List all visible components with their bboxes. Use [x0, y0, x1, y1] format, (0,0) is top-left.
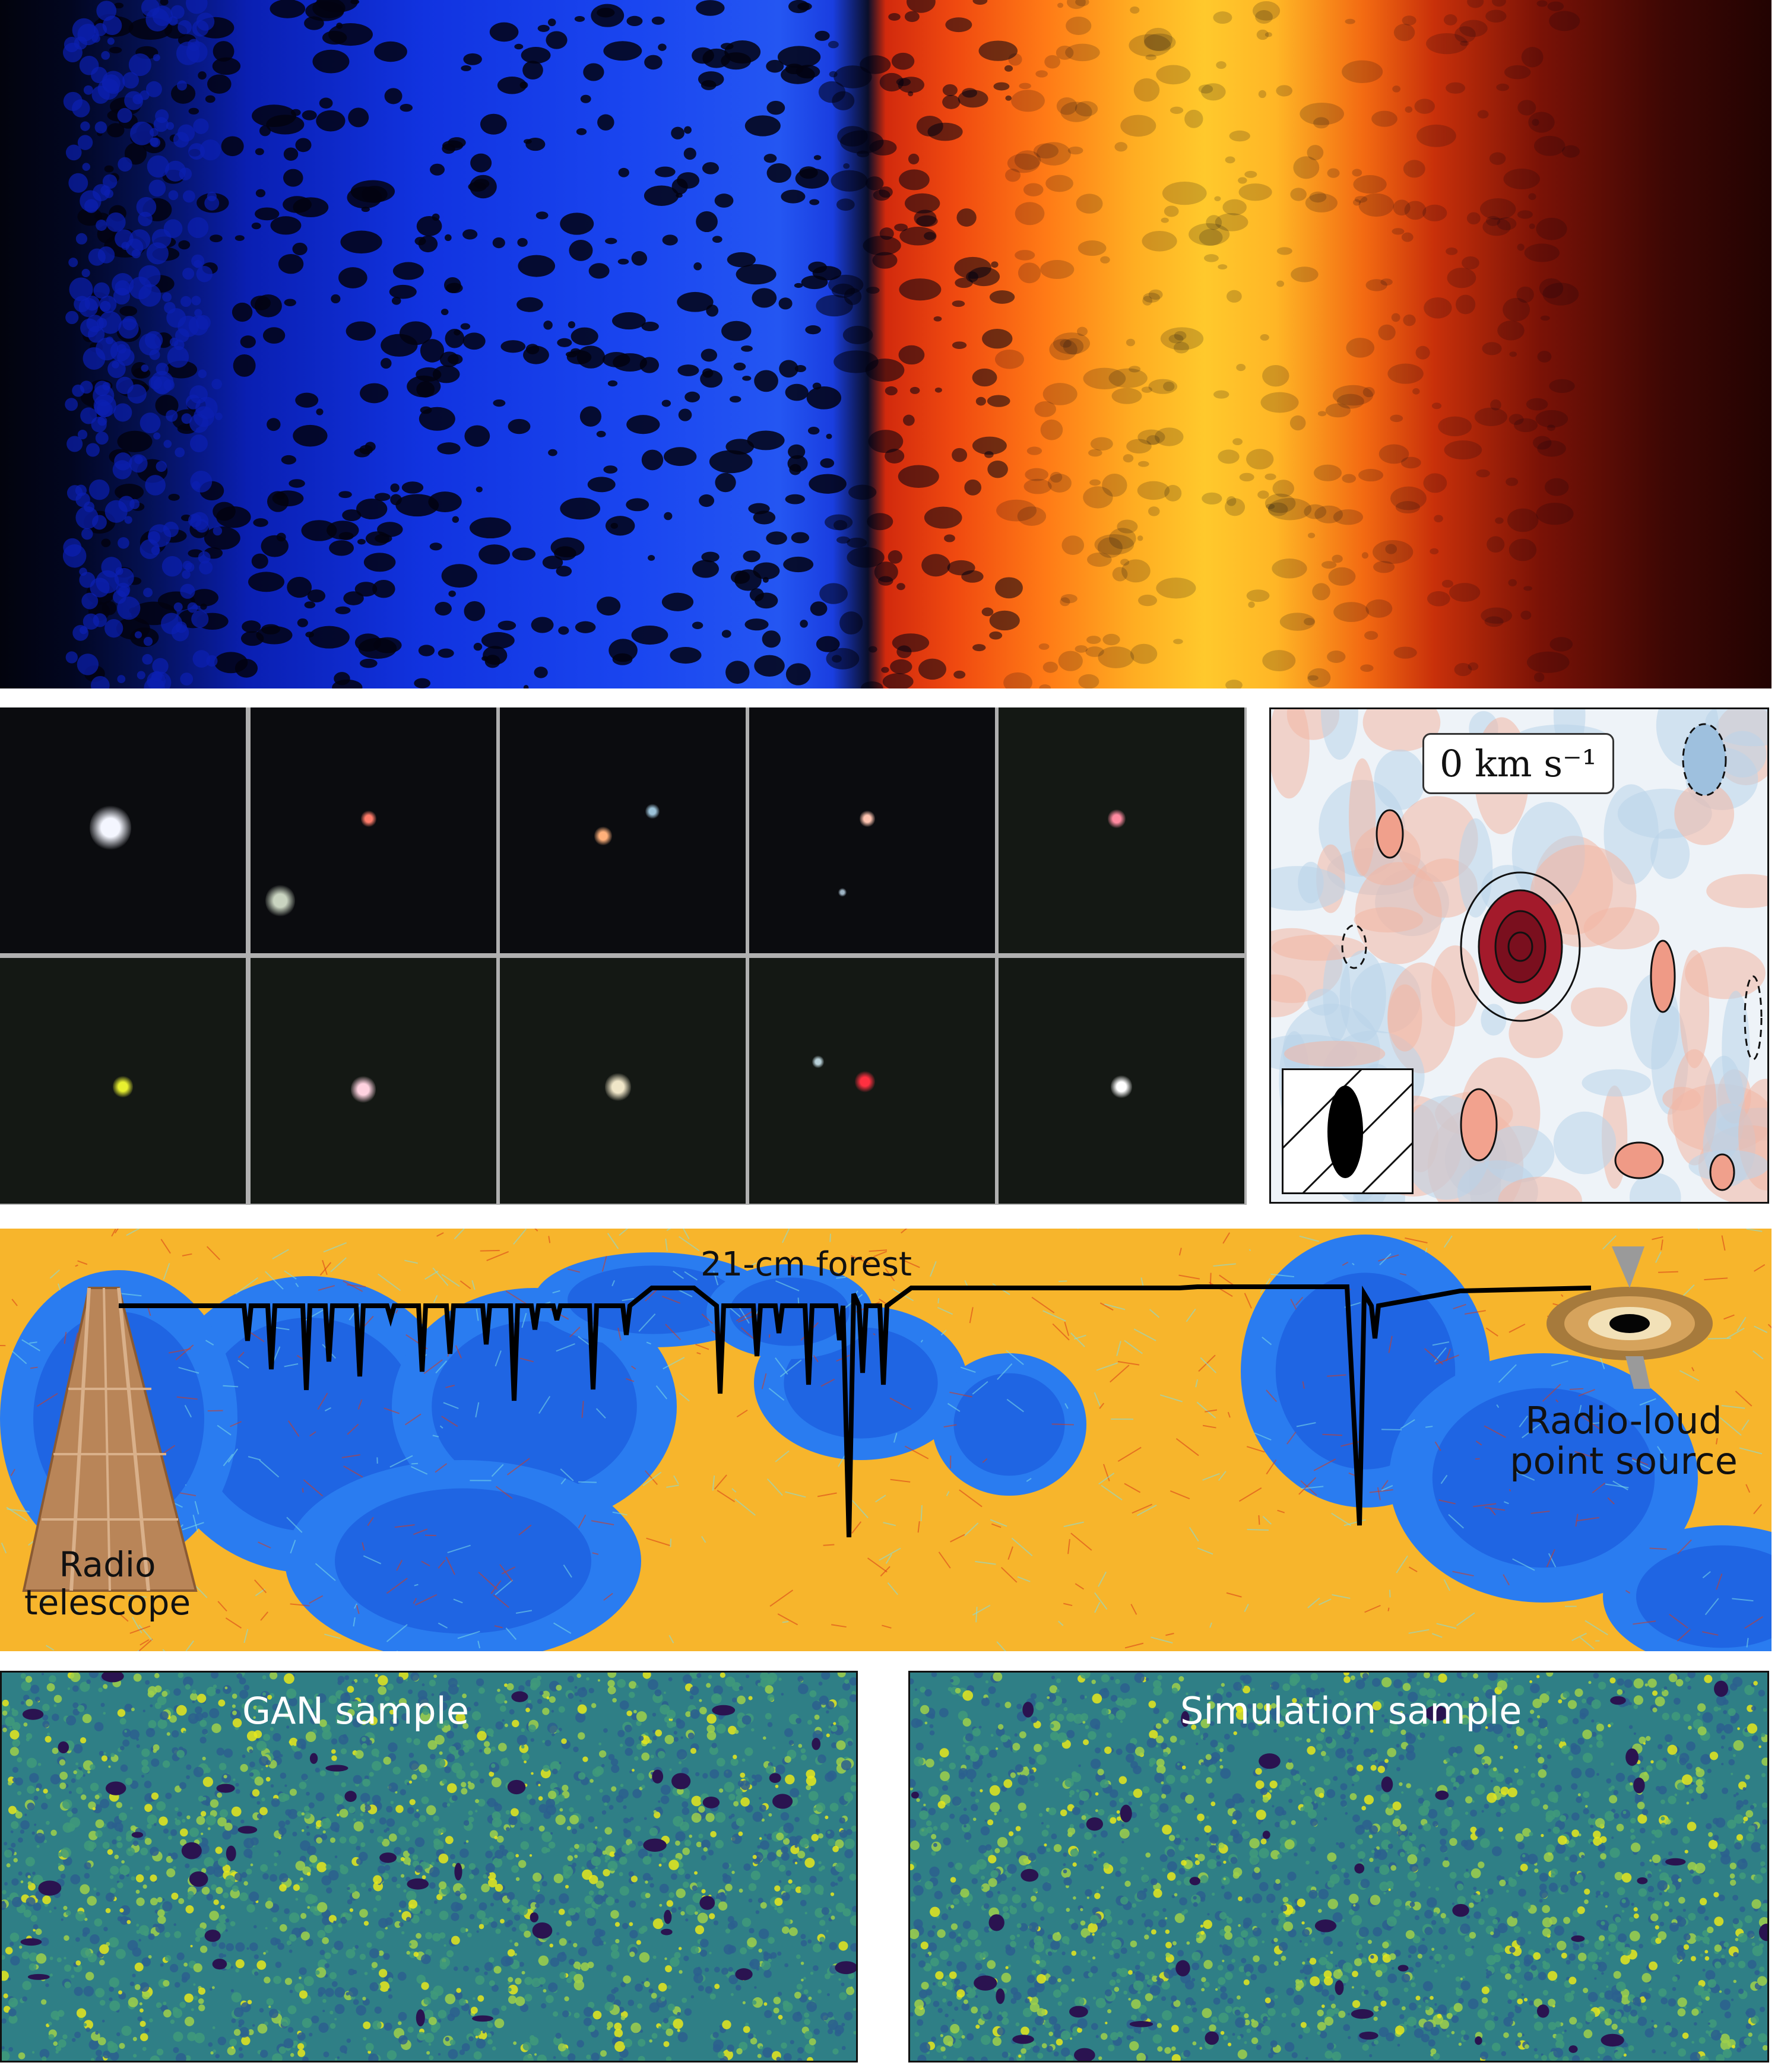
gan-sample-panel: GAN sample — [0, 1671, 858, 2063]
galaxy-cutout — [999, 707, 1244, 953]
simulation-sample-panel: Simulation sample — [908, 1671, 1769, 2063]
21cm-spectrum-line — [119, 1284, 1592, 1538]
galaxy-blob — [859, 810, 875, 827]
galaxy-cutout — [0, 707, 246, 953]
reionization-texture — [62, 0, 1580, 688]
galaxy-cutout — [251, 707, 496, 953]
reionization-field-image — [0, 0, 1772, 688]
galaxy-cutout-grid — [0, 707, 1247, 1205]
galaxy-cutout — [251, 958, 496, 1204]
galaxy-cutout — [500, 707, 746, 953]
galaxy-cutout — [999, 958, 1244, 1204]
galaxy-blob — [265, 884, 295, 917]
galaxy-blob — [854, 1071, 875, 1093]
radio-telescope-icon — [22, 1287, 198, 1592]
galaxy-blob — [1107, 809, 1126, 829]
gan-sample-field — [2, 1673, 856, 2061]
forest-overlay — [22, 1246, 1713, 1592]
galaxy-blob — [1111, 1075, 1132, 1099]
galaxy-blob — [360, 810, 376, 827]
galaxy-blob — [838, 887, 847, 897]
velocity-contour-map: 0 km s⁻¹ — [1269, 707, 1769, 1204]
contour-plot — [1271, 709, 1767, 1202]
radio-source-label: Radio-loud point source — [1510, 1399, 1738, 1483]
galaxy-cutout — [500, 958, 746, 1204]
galaxy-cutout — [749, 707, 995, 953]
simulation-sample-field — [910, 1673, 1767, 2061]
21cm-forest-panel: 21-cm forest Radio telescope Radio-loud … — [0, 1229, 1772, 1651]
galaxy-blob — [645, 803, 660, 820]
beam-ellipse-icon — [1284, 1070, 1412, 1192]
radio-loud-source-icon — [1547, 1246, 1713, 1389]
gan-sample-title: GAN sample — [242, 1689, 469, 1733]
galaxy-blob — [604, 1073, 631, 1102]
forest-title: 21-cm forest — [701, 1245, 912, 1284]
galaxy-blob — [113, 1075, 133, 1098]
galaxy-blob — [90, 804, 132, 851]
galaxy-blob — [812, 1055, 824, 1068]
simulation-sample-title: Simulation sample — [1180, 1689, 1522, 1733]
galaxy-blob — [594, 826, 612, 846]
beam-inset — [1282, 1068, 1414, 1194]
galaxy-cutout — [749, 958, 995, 1204]
velocity-label: 0 km s⁻¹ — [1422, 733, 1614, 794]
galaxy-cutout — [0, 958, 246, 1204]
galaxy-blob — [351, 1075, 376, 1103]
radio-telescope-label: Radio telescope — [24, 1544, 191, 1623]
